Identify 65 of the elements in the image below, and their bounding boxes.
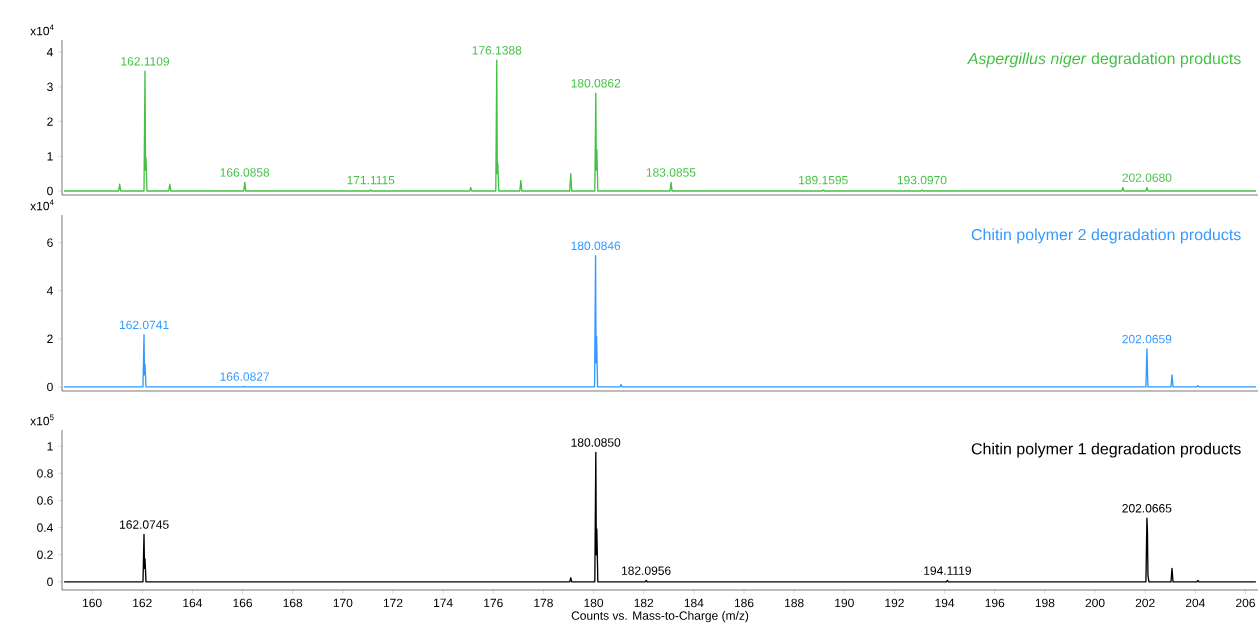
annotation: 180.0862 (571, 79, 621, 88)
x-tick-label: 164 (183, 598, 203, 608)
y-tick-label: 0.8 (37, 469, 53, 478)
annotation: 162.0745 (120, 520, 169, 529)
annotation: 194.1119 (924, 566, 971, 575)
annotation: 182.0956 (622, 566, 671, 575)
annotation: 162.1109 (121, 57, 170, 66)
text: Chitin polymer 1 degradation products (971, 442, 1241, 458)
annotation: 193.0970 (897, 175, 947, 185)
y-tick-label: 4 (46, 286, 53, 295)
y-tick-label: 2 (47, 117, 53, 126)
annotation: 180.0846 (571, 241, 621, 251)
x-tick-label: 176 (484, 598, 503, 608)
y-axis-title: x10$^{5}$ (30, 414, 54, 426)
annotation: 202.0659 (1122, 334, 1172, 344)
y-tick-label: 6 (47, 238, 53, 247)
x-tick-label: 200 (1085, 598, 1105, 608)
x-tick-label: 174 (434, 598, 453, 607)
y-tick-label: 0 (47, 382, 53, 392)
y-axis-title: x10$^{4}$ (30, 24, 54, 36)
x-tick-label: 160 (83, 598, 102, 608)
x-tick-label: 170 (333, 598, 353, 608)
x-tick-label: 202 (1135, 598, 1155, 608)
annotation: 202.0665 (1122, 504, 1172, 513)
text: Aspergillus niger degradation products (966, 52, 1241, 68)
y-tick-label: 2 (47, 334, 53, 344)
y-tick-label: 0.6 (37, 496, 53, 505)
y-tick-label: 1 (47, 152, 53, 161)
annotation: 166.0827 (220, 372, 270, 381)
annotation: 176.1388 (472, 46, 522, 55)
y-tick-label: 0.4 (37, 523, 53, 532)
x-tick-label: 184 (684, 598, 704, 608)
annotation: 183.0855 (646, 168, 696, 177)
x-tick-label: 198 (1035, 598, 1055, 608)
line-series (63, 254, 1257, 388)
y-tick-label: 0 (47, 577, 53, 587)
text: Chitin polymer 2 degradation products (971, 228, 1241, 244)
y-tick-label: 3 (47, 82, 53, 92)
x-tick-label: 172 (383, 598, 403, 608)
y-tick-label: 0 (47, 186, 53, 196)
annotation: 189.1595 (799, 175, 848, 185)
x-tick-label: 186 (734, 598, 754, 608)
x-tick-label: 180 (584, 598, 604, 608)
x-tick-label: 178 (534, 598, 553, 608)
y-tick-label: 1 (47, 442, 53, 451)
x-tick-label: 194 (935, 598, 955, 608)
annotation: 171.1115 (347, 175, 395, 185)
x-tick-label: 168 (283, 598, 303, 608)
x-axis-title: Counts vs. Mass-to-Charge (m/z) (571, 611, 749, 623)
y-axis-title: x10$^{4}$ (30, 199, 54, 211)
annotation: 180.0850 (571, 438, 621, 447)
y-tick-label: 4 (46, 48, 53, 57)
x-tick-label: 206 (1236, 598, 1255, 608)
x-tick-label: 204 (1185, 598, 1205, 608)
x-tick-label: 190 (835, 598, 854, 608)
x-tick-label: 196 (985, 598, 1005, 608)
x-tick-label: 166 (233, 598, 253, 608)
x-tick-label: 182 (634, 598, 654, 608)
x-tick-label: 188 (785, 598, 804, 608)
annotation: 166.0858 (220, 168, 270, 177)
y-tick-label: 0.2 (37, 550, 53, 559)
x-tick-label: 162 (133, 598, 152, 608)
x-tick-label: 192 (885, 598, 904, 608)
annotation: 162.0741 (120, 320, 169, 330)
annotation: 202.0680 (1122, 173, 1172, 182)
